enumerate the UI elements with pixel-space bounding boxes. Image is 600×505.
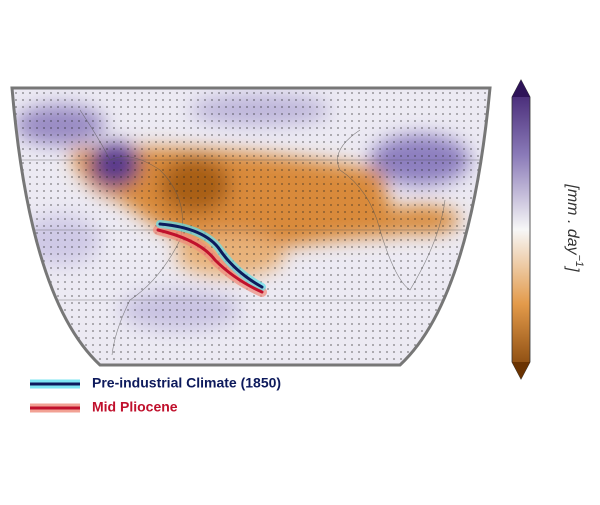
legend-label: Pre-industrial Climate (1850) [92,375,281,391]
legend: Pre-industrial Climate (1850) Mid Pliocen… [30,375,281,415]
label-exponent: −1 [573,255,585,268]
map [12,88,490,365]
legend-label: Mid Pliocene [92,399,178,415]
colorbar [511,79,531,380]
track [153,220,267,297]
label-part: [mm . day [564,183,581,255]
colorbar-label: [mm . day−1] [564,183,585,272]
label-part: ] [564,265,581,272]
map-frame [10,86,492,367]
